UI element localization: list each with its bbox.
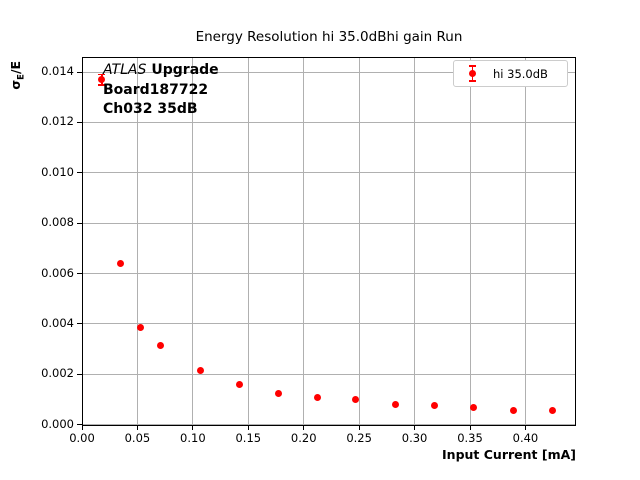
grid-line-vertical [524, 57, 526, 426]
grid-line-vertical [136, 57, 138, 426]
plot-area [82, 57, 576, 426]
x-axis-tick [192, 426, 194, 430]
y-axis-tick [77, 71, 82, 73]
x-axis-tick [524, 426, 526, 430]
x-tick-label: 0.40 [512, 431, 539, 445]
y-axis-tick [77, 424, 82, 426]
grid-line-horizontal [82, 424, 576, 426]
grid-line-vertical [358, 57, 360, 426]
x-tick-label: 0.30 [401, 431, 428, 445]
errorbar-marker-icon [465, 64, 480, 83]
annotation-upgrade-text: Upgrade [151, 62, 219, 78]
errorbar-cap-bottom [469, 80, 476, 82]
y-tick-label: 0.002 [41, 366, 74, 381]
grid-line-vertical [192, 57, 194, 426]
annotation-line-2: Board187722 [103, 81, 209, 98]
x-axis-tick [136, 426, 138, 430]
error-bar-cap-bottom [98, 83, 106, 86]
y-axis-label-sub: E [16, 74, 27, 80]
chart-title: Energy Resolution hi 35.0dBhi gain Run [195, 29, 463, 45]
x-axis-tick [81, 426, 83, 430]
data-point [313, 393, 321, 401]
grid-line-horizontal [82, 172, 576, 174]
y-tick-label: 0.008 [41, 215, 74, 230]
error-bar-cap-top [98, 73, 106, 76]
grid-line-horizontal [82, 222, 576, 224]
y-axis-tick [77, 273, 82, 275]
data-point [117, 260, 125, 268]
y-tick-label: 0.010 [41, 164, 74, 179]
x-axis-label: Input Current [mA] [442, 447, 576, 462]
data-point [352, 395, 360, 403]
annotation-line-1: ATLAS Upgrade [103, 61, 219, 81]
data-point [235, 381, 243, 389]
data-point [431, 401, 439, 409]
grid-line-vertical [247, 57, 249, 426]
grid-line-horizontal [82, 273, 576, 275]
y-axis-tick [77, 323, 82, 325]
y-tick-label: 0.006 [41, 265, 74, 280]
y-axis-tick [77, 172, 82, 174]
grid-line-vertical [303, 57, 305, 426]
x-tick-label: 0.25 [346, 431, 372, 445]
data-point [197, 367, 205, 375]
grid-line-horizontal [82, 373, 576, 375]
grid-line-vertical [414, 57, 416, 426]
x-tick-label: 0.10 [180, 431, 206, 445]
annotation-atlas-text: ATLAS [103, 62, 147, 78]
x-axis-tick [303, 426, 305, 430]
y-tick-label: 0.014 [41, 64, 74, 79]
x-axis-tick [469, 426, 471, 430]
x-tick-label: 0.05 [124, 431, 151, 445]
y-axis-tick [77, 222, 82, 224]
data-point [274, 390, 282, 398]
atlas-annotation: ATLAS Upgrade Board187722 Ch032 35dB [103, 61, 219, 120]
y-tick-label: 0.004 [41, 315, 74, 330]
x-tick-label: 0.35 [457, 431, 483, 445]
y-tick-label: 0.000 [41, 416, 74, 431]
y-axis-tick [77, 121, 82, 123]
data-point [548, 406, 556, 414]
x-axis-tick [247, 426, 249, 430]
data-point [469, 403, 477, 411]
data-point [392, 400, 400, 408]
x-tick-label: 0.20 [290, 431, 317, 445]
y-axis-label: σE/E [8, 43, 27, 107]
grid-line-horizontal [82, 121, 576, 123]
grid-line-vertical [469, 57, 471, 426]
data-point [509, 406, 517, 414]
y-axis-tick [77, 373, 82, 375]
x-tick-label: 0.15 [235, 431, 262, 445]
x-axis-tick [414, 426, 416, 430]
y-axis-label-rest: /E [7, 60, 23, 75]
x-tick-label: 0.00 [69, 431, 95, 445]
data-point [98, 76, 106, 84]
annotation-line-3: Ch032 35dB [103, 101, 198, 117]
data-point [137, 324, 145, 332]
y-axis-label-sigma: σ [7, 79, 23, 90]
x-axis-tick [358, 426, 360, 430]
grid-line-horizontal [82, 71, 576, 73]
y-tick-label: 0.012 [41, 114, 74, 129]
errorbar-dot [469, 70, 476, 77]
legend: hi 35.0dB [453, 60, 568, 87]
grid-line-horizontal [82, 323, 576, 325]
legend-label: hi 35.0dB [493, 66, 548, 81]
data-point [157, 341, 165, 349]
